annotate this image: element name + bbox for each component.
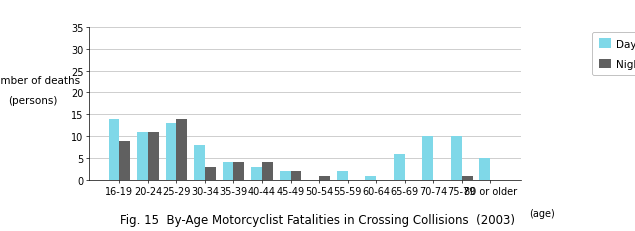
Bar [166,124,177,180]
Text: (persons): (persons) [8,96,57,106]
Bar [319,176,330,180]
Bar [177,119,187,180]
Bar [148,132,159,180]
Bar [479,158,490,180]
Bar [394,154,404,180]
Bar [365,176,376,180]
Text: (age): (age) [530,208,555,218]
Bar [251,167,262,180]
Bar [119,141,130,180]
Bar [422,137,433,180]
Text: Number of deaths: Number of deaths [0,76,80,86]
Bar [109,119,119,180]
Bar [223,163,234,180]
Legend: Daytime, Night: Daytime, Night [592,33,635,76]
Bar [262,163,273,180]
Bar [194,145,205,180]
Bar [205,167,216,180]
Bar [279,171,291,180]
Text: Fig. 15  By-Age Motorcyclist Fatalities in Crossing Collisions  (2003): Fig. 15 By-Age Motorcyclist Fatalities i… [120,213,515,226]
Bar [137,132,148,180]
Bar [462,176,472,180]
Bar [234,163,244,180]
Bar [291,171,302,180]
Bar [451,137,462,180]
Bar [337,171,347,180]
